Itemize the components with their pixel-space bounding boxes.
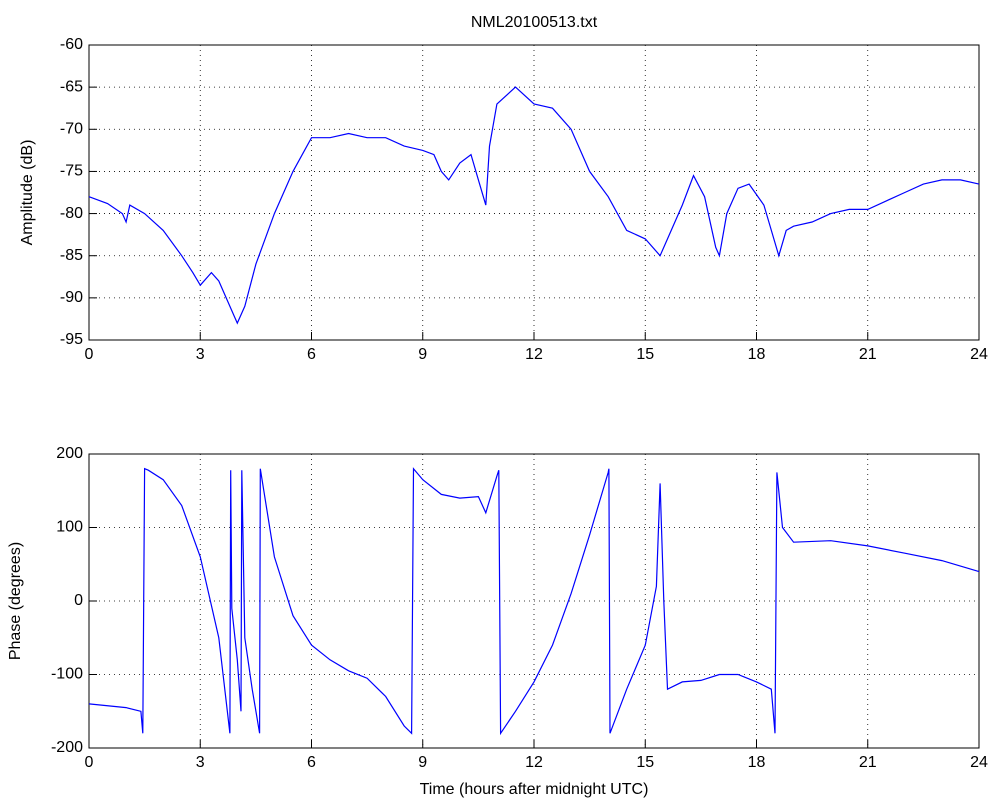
y-tick-label: -95 xyxy=(60,331,83,348)
x-tick-label: 3 xyxy=(196,754,205,771)
y-tick-label: -65 xyxy=(60,78,83,95)
y-tick-label: -100 xyxy=(51,666,83,683)
plot-frame xyxy=(88,453,980,749)
x-tick-label: 9 xyxy=(418,754,427,771)
y-axis-label: Amplitude (dB) xyxy=(19,140,36,246)
x-tick-label: 12 xyxy=(525,754,543,771)
x-tick-label: 12 xyxy=(525,346,543,363)
x-tick-label: 18 xyxy=(748,754,766,771)
y-tick-label: -75 xyxy=(60,163,83,180)
x-tick-label: 15 xyxy=(636,346,654,363)
y-axis-label: Phase (degrees) xyxy=(7,542,24,660)
x-tick-label: 3 xyxy=(196,346,205,363)
x-tick-label: 24 xyxy=(970,754,988,771)
x-tick-label: 15 xyxy=(636,754,654,771)
x-tick-label: 24 xyxy=(970,346,988,363)
y-tick-label: -80 xyxy=(60,205,83,222)
x-tick-label: 21 xyxy=(859,754,877,771)
y-tick-label: -60 xyxy=(60,36,83,53)
x-tick-label: 9 xyxy=(418,346,427,363)
x-tick-label: 18 xyxy=(748,346,766,363)
y-tick-label: -85 xyxy=(60,247,83,264)
data-line xyxy=(88,86,980,325)
x-axis-label: Time (hours after midnight UTC) xyxy=(420,781,649,798)
x-tick-label: 0 xyxy=(85,346,94,363)
chart-title: NML20100513.txt xyxy=(471,14,598,31)
x-tick-label: 0 xyxy=(85,754,94,771)
plot-frame xyxy=(88,44,980,341)
y-tick-label: -200 xyxy=(51,739,83,756)
x-tick-label: 6 xyxy=(307,346,316,363)
y-tick-label: 100 xyxy=(56,519,83,536)
x-tick-label: 21 xyxy=(859,346,877,363)
y-tick-label: -90 xyxy=(60,289,83,306)
x-tick-label: 6 xyxy=(307,754,316,771)
y-tick-label: 200 xyxy=(56,445,83,462)
y-tick-label: -70 xyxy=(60,121,83,138)
data-line xyxy=(88,467,980,736)
y-tick-label: 0 xyxy=(74,592,83,609)
